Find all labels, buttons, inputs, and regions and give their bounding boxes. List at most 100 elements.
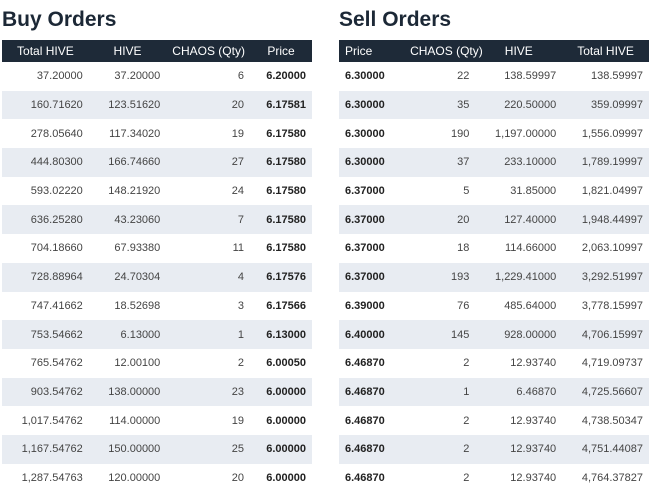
- sell-hive-cell: 12.93740: [510, 443, 557, 456]
- sell-price-cell: 6.30000: [345, 127, 385, 140]
- sell-price-cell: 6.46870: [345, 443, 385, 456]
- sell-order-row[interactable]: 6.46870 2 12.93740 4,751.44087: [339, 434, 649, 464]
- buy-total-hive-cell: 593.02220: [30, 185, 83, 198]
- sell-price-cell: 6.37000: [345, 185, 385, 198]
- buy-price-cell: 6.00000: [266, 471, 306, 484]
- buy-hive-cell: 67.93380: [114, 242, 161, 255]
- sell-order-row[interactable]: 6.39000 76 485.64000 3,778.15997: [339, 292, 649, 321]
- sell-order-row[interactable]: 6.40000 145 928.00000 4,706.15997: [339, 320, 649, 349]
- sell-orders-title: Sell Orders: [339, 8, 452, 31]
- buy-total-hive-cell: 1,017.54762: [21, 414, 83, 427]
- buy-price-cell: 6.17580: [266, 185, 306, 198]
- sell-chaos-qty-cell: 2: [463, 471, 470, 484]
- buy-hive-cell: 123.51620: [108, 99, 161, 112]
- buy-order-row[interactable]: 593.02220 148.21920 24 6.17580: [2, 177, 312, 206]
- sell-hive-cell: 12.93740: [510, 471, 557, 484]
- buy-order-row[interactable]: 278.05640 117.34020 19 6.17580: [2, 119, 312, 148]
- buy-chaos-qty-cell: 3: [237, 299, 244, 312]
- sell-order-row[interactable]: 6.30000 22 138.59997 138.59997: [339, 62, 649, 91]
- buy-order-row[interactable]: 747.41662 18.52698 3 6.17566: [2, 292, 312, 321]
- buy-total-hive-cell: 728.88964: [30, 271, 83, 284]
- buy-price-cell: 6.00050: [266, 357, 306, 370]
- buy-order-row[interactable]: 1,017.54762 114.00000 19 6.00000: [2, 406, 312, 435]
- sell-order-row[interactable]: 6.37000 20 127.40000 1,948.44997: [339, 205, 649, 235]
- sell-hive-cell: 233.10000: [504, 156, 557, 169]
- sell-price-cell: 6.46870: [345, 414, 385, 427]
- sell-col-hive[interactable]: HIVE: [504, 44, 533, 58]
- sell-orders-table: Price CHAOS (Qty) HIVE Total HIVE 6.3000…: [339, 40, 649, 492]
- sell-order-row[interactable]: 6.30000 37 233.10000 1,789.19997: [339, 148, 649, 177]
- buy-price-cell: 6.00000: [266, 385, 306, 398]
- sell-hive-cell: 1,229.41000: [495, 271, 557, 284]
- sell-total-hive-cell: 4,751.44087: [581, 443, 643, 456]
- buy-total-hive-cell: 37.20000: [36, 70, 83, 83]
- sell-chaos-qty-cell: 190: [451, 127, 470, 140]
- sell-order-row[interactable]: 6.37000 5 31.85000 1,821.04997: [339, 177, 649, 206]
- buy-hive-cell: 120.00000: [108, 471, 161, 484]
- buy-col-price[interactable]: Price: [267, 44, 295, 58]
- sell-chaos-qty-cell: 193: [451, 271, 470, 284]
- sell-order-row[interactable]: 6.46870 2 12.93740 4,764.37827: [339, 464, 649, 493]
- sell-order-row[interactable]: 6.46870 1 6.46870 4,725.56607: [339, 377, 649, 407]
- sell-price-cell: 6.39000: [345, 299, 385, 312]
- sell-order-row[interactable]: 6.30000 35 220.50000 359.09997: [339, 90, 649, 120]
- buy-hive-cell: 18.52698: [114, 299, 161, 312]
- sell-hive-cell: 127.40000: [504, 213, 557, 226]
- sell-hive-cell: 6.46870: [516, 385, 557, 398]
- sell-order-row[interactable]: 6.46870 2 12.93740 4,719.09737: [339, 349, 649, 378]
- buy-col-hive[interactable]: HIVE: [113, 44, 142, 58]
- sell-chaos-qty-cell: 20: [457, 213, 470, 226]
- sell-orders-panel: Sell Orders Price CHAOS (Qty) HIVE Total…: [339, 0, 649, 492]
- sell-order-row[interactable]: 6.37000 18 114.66000 2,063.10997: [339, 234, 649, 263]
- sell-order-row[interactable]: 6.46870 2 12.93740 4,738.50347: [339, 406, 649, 435]
- buy-order-row[interactable]: 903.54762 138.00000 23 6.00000: [2, 377, 312, 407]
- buy-total-hive-cell: 444.80300: [30, 156, 83, 169]
- buy-chaos-qty-cell: 4: [237, 271, 244, 284]
- sell-price-cell: 6.46870: [345, 471, 385, 484]
- sell-total-hive-cell: 2,063.10997: [581, 242, 643, 255]
- buy-price-cell: 6.17580: [266, 213, 306, 226]
- buy-order-row[interactable]: 753.54662 6.13000 1 6.13000: [2, 320, 312, 349]
- buy-price-cell: 6.17581: [266, 99, 306, 112]
- buy-hive-cell: 6.13000: [120, 328, 161, 341]
- buy-order-row[interactable]: 704.18660 67.93380 11 6.17580: [2, 234, 312, 263]
- sell-order-row[interactable]: 6.37000 193 1,229.41000 3,292.51997: [339, 262, 649, 292]
- sell-hive-cell: 928.00000: [504, 328, 557, 341]
- buy-hive-cell: 138.00000: [108, 385, 161, 398]
- sell-total-hive-cell: 4,719.09737: [581, 357, 643, 370]
- sell-total-hive-cell: 3,778.15997: [581, 299, 643, 312]
- buy-orders-table: Total HIVE HIVE CHAOS (Qty) Price 37.200…: [2, 40, 312, 492]
- sell-total-hive-cell: 1,789.19997: [581, 156, 643, 169]
- buy-hive-cell: 37.20000: [114, 70, 161, 83]
- buy-chaos-qty-cell: 7: [237, 213, 244, 226]
- buy-chaos-qty-cell: 20: [231, 471, 244, 484]
- buy-total-hive-cell: 747.41662: [30, 299, 83, 312]
- buy-order-row[interactable]: 765.54762 12.00100 2 6.00050: [2, 349, 312, 378]
- buy-order-row[interactable]: 728.88964 24.70304 4 6.17576: [2, 262, 312, 292]
- sell-col-total-hive[interactable]: Total HIVE: [577, 44, 634, 58]
- buy-order-row[interactable]: 444.80300 166.74660 27 6.17580: [2, 148, 312, 177]
- buy-order-row[interactable]: 636.25280 43.23060 7 6.17580: [2, 205, 312, 235]
- sell-order-row[interactable]: 6.30000 190 1,197.00000 1,556.09997: [339, 119, 649, 148]
- sell-total-hive-cell: 1,556.09997: [581, 127, 643, 140]
- buy-order-row[interactable]: 1,167.54762 150.00000 25 6.00000: [2, 434, 312, 464]
- sell-total-hive-cell: 359.09997: [591, 99, 643, 112]
- buy-order-row[interactable]: 37.20000 37.20000 6 6.20000: [2, 62, 312, 91]
- buy-hive-cell: 43.23060: [114, 213, 161, 226]
- buy-order-row[interactable]: 1,287.54763 120.00000 20 6.00000: [2, 464, 312, 493]
- buy-col-chaos-qty[interactable]: CHAOS (Qty): [172, 44, 245, 58]
- buy-total-hive-cell: 160.71620: [30, 99, 83, 112]
- sell-col-chaos-qty[interactable]: CHAOS (Qty): [410, 44, 483, 58]
- sell-chaos-qty-cell: 2: [463, 357, 470, 370]
- sell-total-hive-cell: 1,948.44997: [581, 213, 643, 226]
- buy-price-cell: 6.00000: [266, 414, 306, 427]
- buy-chaos-qty-cell: 6: [237, 70, 244, 83]
- buy-orders-header-row: Total HIVE HIVE CHAOS (Qty) Price: [2, 40, 312, 62]
- buy-price-cell: 6.20000: [266, 70, 306, 83]
- buy-order-row[interactable]: 160.71620 123.51620 20 6.17581: [2, 90, 312, 120]
- sell-hive-cell: 220.50000: [504, 99, 557, 112]
- sell-col-price[interactable]: Price: [345, 44, 373, 58]
- buy-total-hive-cell: 704.18660: [30, 242, 83, 255]
- sell-total-hive-cell: 3,292.51997: [581, 271, 643, 284]
- buy-col-total-hive[interactable]: Total HIVE: [17, 44, 74, 58]
